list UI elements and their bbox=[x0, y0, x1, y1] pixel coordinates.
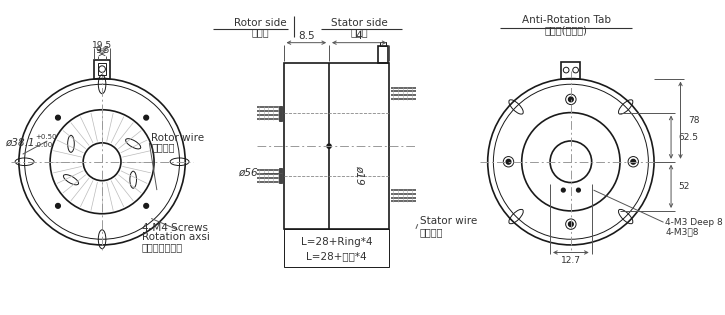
Text: 4-M4 Screws: 4-M4 Screws bbox=[142, 223, 208, 233]
Circle shape bbox=[568, 97, 573, 102]
Bar bbox=[378, 46, 387, 63]
Text: ø38.1: ø38.1 bbox=[5, 138, 34, 148]
Bar bbox=[279, 106, 281, 121]
Text: Rotor side: Rotor side bbox=[233, 18, 286, 28]
Text: Stator side: Stator side bbox=[331, 18, 388, 28]
Text: 转子边: 转子边 bbox=[251, 27, 269, 37]
Text: 转子螺钉固定孔: 转子螺钉固定孔 bbox=[142, 242, 183, 252]
Text: +0.50: +0.50 bbox=[35, 134, 57, 140]
Bar bbox=[283, 229, 389, 267]
Text: Rotor wire: Rotor wire bbox=[152, 133, 204, 143]
Circle shape bbox=[631, 159, 636, 164]
Text: 定子边: 定子边 bbox=[351, 27, 368, 37]
Text: Rotation axsi: Rotation axsi bbox=[142, 232, 210, 242]
Text: L=28+Ring*4: L=28+Ring*4 bbox=[301, 237, 372, 247]
Text: 止转片(可调节): 止转片(可调节) bbox=[544, 26, 587, 35]
Text: 4-M3 Deep 8: 4-M3 Deep 8 bbox=[666, 218, 723, 227]
Text: 4: 4 bbox=[356, 31, 362, 41]
Text: 12.7: 12.7 bbox=[561, 255, 581, 265]
Bar bbox=[380, 42, 386, 46]
Bar bbox=[283, 63, 389, 229]
Text: ø19: ø19 bbox=[355, 165, 365, 184]
Text: -0.00: -0.00 bbox=[35, 142, 53, 148]
Text: Stator wire: Stator wire bbox=[420, 216, 477, 226]
Text: ø56: ø56 bbox=[238, 168, 257, 178]
Text: 4-M3深8: 4-M3深8 bbox=[666, 227, 699, 236]
Circle shape bbox=[144, 115, 149, 120]
Text: 转子出线: 转子出线 bbox=[152, 143, 175, 152]
Bar bbox=[94, 60, 110, 78]
Bar bbox=[279, 169, 281, 184]
Circle shape bbox=[506, 159, 511, 164]
Text: 52: 52 bbox=[679, 182, 690, 191]
Circle shape bbox=[56, 203, 60, 208]
Circle shape bbox=[568, 222, 573, 226]
Text: 8.5: 8.5 bbox=[298, 31, 315, 41]
Bar bbox=[561, 61, 580, 78]
Text: L=28+路数*4: L=28+路数*4 bbox=[306, 251, 367, 261]
Bar bbox=[98, 63, 107, 75]
Text: 19.5: 19.5 bbox=[92, 41, 112, 50]
Circle shape bbox=[56, 115, 60, 120]
Circle shape bbox=[576, 188, 580, 192]
Text: 62.5: 62.5 bbox=[679, 133, 699, 142]
Circle shape bbox=[144, 203, 149, 208]
Text: Anti-Rotation Tab: Anti-Rotation Tab bbox=[522, 15, 610, 25]
Text: 定子出线: 定子出线 bbox=[420, 228, 443, 238]
Circle shape bbox=[327, 144, 331, 148]
Circle shape bbox=[561, 188, 566, 192]
Text: 78: 78 bbox=[688, 116, 700, 125]
Text: 9.5: 9.5 bbox=[95, 46, 109, 55]
